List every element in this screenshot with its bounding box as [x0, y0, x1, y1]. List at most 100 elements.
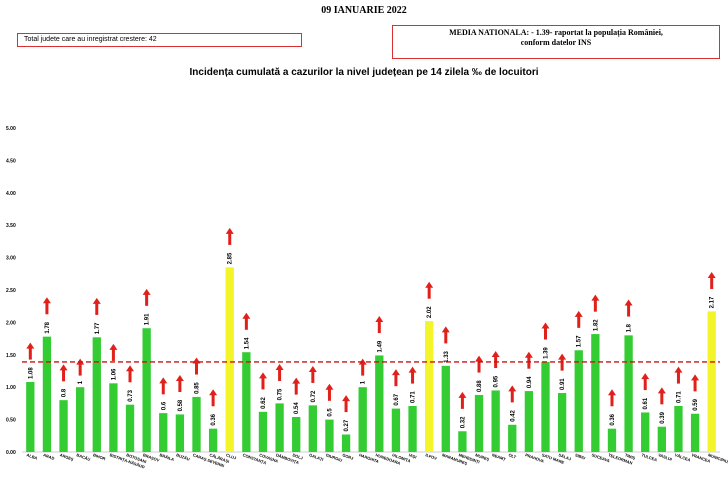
value-label: 0.94: [527, 376, 533, 388]
bar: [242, 352, 251, 452]
arrow-up-icon: [558, 353, 567, 371]
arrow-up-icon: [657, 387, 666, 405]
arrow-up-icon: [425, 281, 434, 299]
value-label: 0.6: [161, 401, 167, 410]
bar: [292, 417, 301, 452]
bar: [42, 336, 52, 452]
y-tick-label: 1.00: [6, 385, 16, 391]
category-label: NEAMȚ: [491, 452, 507, 462]
value-label: 0.54: [294, 402, 300, 414]
arrow-up-icon: [159, 377, 168, 395]
category-label: BRAȘOV: [142, 452, 160, 463]
category-label: TIMIȘ: [624, 452, 636, 460]
bar: [325, 419, 334, 452]
category-label: BIHOR: [92, 452, 106, 461]
arrow-up-icon: [475, 355, 484, 373]
chart-title: Incidența cumulată a cazurilor la nivel …: [189, 67, 539, 78]
national-average-line2: conform datelor INS: [520, 38, 592, 47]
arrow-up-icon: [142, 288, 151, 306]
category-label: VÂLCEA: [674, 452, 691, 462]
category-label: BRĂILA: [159, 452, 175, 462]
arrow-up-icon: [292, 377, 301, 395]
arrow-up-icon: [674, 366, 683, 384]
bar: [491, 390, 500, 452]
value-label: 0.8: [62, 388, 68, 397]
value-label: 2.85: [228, 252, 234, 264]
bar: [175, 414, 185, 452]
bar: [458, 431, 467, 452]
value-label: 0.27: [344, 419, 350, 431]
value-label: 0.62: [261, 396, 267, 408]
arrow-up-icon: [59, 364, 68, 382]
bar: [26, 382, 35, 452]
arrow-up-icon: [607, 389, 616, 407]
bar: [641, 412, 650, 452]
arrow-up-icon: [408, 366, 417, 384]
value-label: 0.88: [477, 380, 483, 392]
value-label: 0.32: [460, 416, 466, 428]
bar: [674, 405, 683, 452]
category-label: CLUJ: [225, 452, 237, 460]
category-label: GALAȚI: [308, 452, 324, 462]
bar: [208, 428, 218, 452]
category-label: VASLUI: [657, 452, 672, 462]
value-label: 0.42: [510, 409, 516, 421]
arrow-up-icon: [308, 365, 317, 383]
arrow-up-icon: [375, 316, 384, 334]
bar: [109, 383, 118, 452]
arrow-up-icon: [691, 374, 700, 392]
bar: [142, 328, 151, 452]
bar: [225, 267, 234, 452]
bar: [557, 393, 567, 452]
category-label: OLT: [508, 452, 517, 460]
category-label: GIURGIU: [325, 452, 343, 463]
category-label: SIBIU: [574, 452, 586, 460]
arrow-up-icon: [458, 391, 467, 409]
value-label: 1.39: [544, 347, 550, 359]
bar: [707, 311, 716, 452]
bar: [607, 428, 617, 452]
category-label: SUCEAVA: [591, 452, 611, 463]
bar: [690, 413, 700, 452]
bar: [425, 321, 434, 452]
growth-counties-text: Total judete care au inregistrat crester…: [24, 36, 157, 43]
arrow-up-icon: [225, 227, 234, 245]
bar: [441, 365, 450, 452]
bar: [76, 387, 85, 452]
category-label: HARGHITA: [358, 452, 379, 464]
value-label: 0.73: [128, 389, 134, 401]
value-label: 1.8: [627, 323, 633, 332]
value-label: 0.72: [311, 390, 317, 402]
bar: [541, 361, 550, 452]
arrow-up-icon: [491, 351, 500, 369]
arrow-up-icon: [109, 343, 118, 361]
national-average-line1: MEDIA NATIONALA: - 1.39- raportat la pop…: [449, 28, 663, 37]
arrow-up-icon: [391, 369, 400, 387]
y-tick-label: 1.50: [6, 353, 16, 359]
value-label: 0.39: [660, 411, 666, 423]
value-label: 0.71: [411, 391, 417, 403]
category-label: DOLJ: [292, 452, 304, 460]
bar: [474, 394, 484, 452]
arrow-up-icon: [574, 310, 583, 328]
bar: [624, 335, 633, 452]
y-tick-label: 4.50: [6, 158, 16, 164]
y-tick-label: 4.00: [6, 191, 16, 197]
arrow-up-icon: [624, 299, 633, 317]
value-label: 2.02: [427, 306, 433, 318]
category-label: BUZĂU: [176, 452, 191, 462]
arrow-up-icon: [441, 326, 450, 344]
bar: [358, 387, 367, 452]
category-label: MUREȘ: [475, 452, 491, 462]
arrow-up-icon: [325, 383, 334, 401]
value-label: 1.77: [95, 322, 101, 334]
value-label: 1.49: [377, 340, 383, 352]
y-tick-label: 5.00: [6, 126, 16, 132]
bar: [391, 408, 401, 452]
y-tick-label: 2.50: [6, 288, 16, 294]
y-tick-label: 2.00: [6, 320, 16, 326]
category-label: BOTOȘANI: [126, 452, 147, 464]
arrow-up-icon: [541, 322, 550, 340]
category-label: TULCEA: [641, 452, 658, 462]
